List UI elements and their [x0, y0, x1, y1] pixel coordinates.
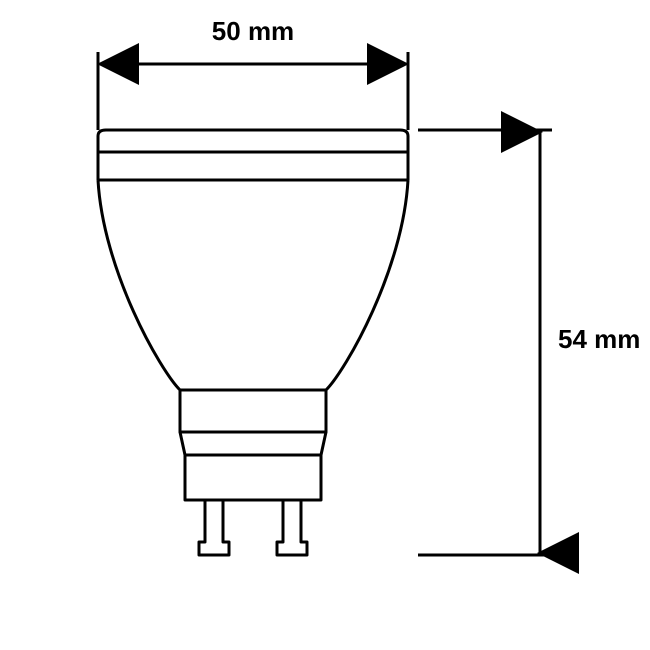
width-dimension-label: 50 mm	[212, 16, 294, 46]
height-dimension-label: 54 mm	[558, 324, 640, 354]
bulb-dimension-diagram: 50 mm 54 mm	[0, 0, 650, 650]
